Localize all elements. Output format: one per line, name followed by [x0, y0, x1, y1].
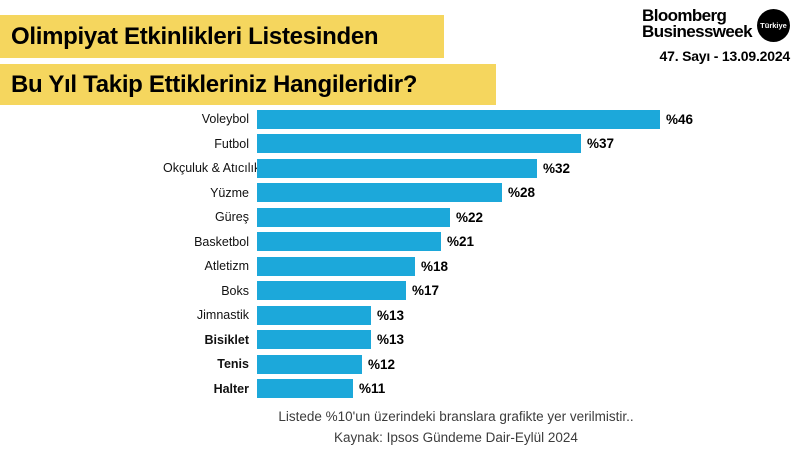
- bar: [257, 134, 581, 154]
- bar: [257, 330, 371, 350]
- bar: [257, 109, 660, 129]
- bar-row: Basketbol %21: [163, 230, 749, 255]
- bar-label: Okçuluk & Atıcılık: [163, 161, 261, 176]
- badge-label: Türkiye: [760, 21, 787, 30]
- bar-row: Futbol %37: [163, 132, 749, 157]
- title-banner-line2: Bu Yıl Takip Ettikleriniz Hangileridir?: [0, 64, 496, 105]
- bar: [257, 379, 353, 399]
- brand-line2: Businessweek: [642, 22, 753, 41]
- bar-label: Voleybol: [201, 112, 249, 127]
- bar-value: %21: [447, 234, 475, 250]
- page-title-line2: Bu Yıl Takip Ettikleriniz Hangileridir?: [11, 70, 418, 98]
- bar: [257, 232, 441, 252]
- bar-value: %13: [377, 332, 405, 348]
- bar-row: Boks %17: [163, 279, 749, 304]
- bar-label: Jimnastik: [196, 308, 249, 323]
- page-title-line1: Olimpiyat Etkinlikleri Listesinden: [11, 22, 379, 50]
- bar-row: Halter %11: [163, 377, 749, 402]
- bar-value: %11: [359, 381, 386, 397]
- bar-value: %13: [377, 307, 405, 323]
- bar-row: Okçuluk & Atıcılık %32: [163, 156, 749, 181]
- bar-label: Futbol: [214, 136, 249, 151]
- bar-label: Boks: [221, 283, 249, 298]
- bar-row: Voleybol %46: [163, 107, 749, 132]
- bar-label: Güreş: [214, 210, 249, 225]
- bar: [257, 305, 371, 325]
- bar: [257, 281, 406, 301]
- bar-label: Basketbol: [194, 234, 249, 249]
- bar-row: Yüzme %28: [163, 181, 749, 206]
- inclusion-note: Listede %10'un üzerindeki branslara graf…: [278, 409, 634, 424]
- bar-row: Güreş %22: [163, 205, 749, 230]
- bar-value: %12: [368, 356, 396, 372]
- bar: [257, 183, 502, 203]
- bar-row: Tenis %12: [163, 352, 749, 377]
- bar-chart: Voleybol %46 Futbol %37 Okçuluk & Atıcılık %3…: [163, 107, 749, 448]
- masthead: Bloomberg Businessweek Türkiye 47. Sayı …: [642, 6, 791, 64]
- bar-value: %46: [666, 111, 694, 127]
- bar-label: Atletizm: [204, 259, 249, 274]
- bar-value: %17: [412, 283, 440, 299]
- bar-label: Bisiklet: [204, 332, 249, 347]
- bar: [257, 354, 362, 374]
- bar-row: Bisiklet %13: [163, 328, 749, 353]
- turkiye-edition-badge: Türkiye: [757, 9, 790, 42]
- bar: [257, 207, 450, 227]
- bar-value: %37: [587, 136, 615, 152]
- bar: [257, 158, 537, 178]
- bar-row: Jimnastik %13: [163, 303, 749, 328]
- brand-wordmark: Bloomberg Businessweek: [642, 6, 753, 41]
- bar-label: Yüzme: [210, 185, 249, 200]
- bar-label: Tenis: [217, 357, 249, 372]
- bar-row: Atletizm %18: [163, 254, 749, 279]
- bar: [257, 256, 415, 276]
- source-note: Kaynak: Ipsos Gündeme Dair-Eylül 2024: [334, 430, 578, 445]
- bar-value: %22: [456, 209, 484, 225]
- bar-rows: Voleybol %46 Futbol %37 Okçuluk & Atıcılık %3…: [163, 107, 749, 401]
- bar-value: %18: [421, 258, 449, 274]
- title-banner-line1: Olimpiyat Etkinlikleri Listesinden: [0, 15, 444, 58]
- issue-info: 47. Sayı - 13.09.2024: [659, 48, 791, 64]
- chart-footnotes: Listede %10'un üzerindeki branslara graf…: [163, 406, 749, 448]
- brand-logo: Bloomberg Businessweek Türkiye: [642, 6, 790, 42]
- bar-label: Halter: [213, 381, 249, 396]
- brand-line1: Bloomberg: [642, 6, 727, 25]
- bar-value: %32: [543, 160, 571, 176]
- bar-value: %28: [508, 185, 536, 201]
